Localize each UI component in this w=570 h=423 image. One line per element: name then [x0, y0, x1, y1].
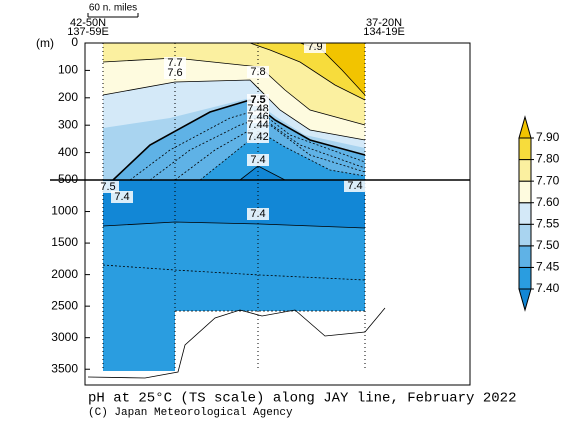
station-label: 137-59E [67, 26, 109, 38]
colorbar-segment [518, 288, 532, 312]
colorbar-segment [518, 266, 532, 290]
contour-label-bg [97, 181, 119, 193]
contour-label-bg [111, 191, 133, 203]
y-tick-label: 2000 [51, 267, 78, 281]
y-tick-label: 500 [58, 172, 78, 186]
station-label: 37-20N [366, 17, 402, 29]
bottom-topography [87, 307, 386, 379]
contour-label-bg [247, 208, 269, 220]
contour-label-bg [247, 131, 269, 143]
contour-label-bg [344, 180, 366, 192]
y-tick-label: 200 [58, 90, 78, 104]
contour-line [199, 131, 366, 181]
contour-label: 7.4 [250, 208, 265, 220]
contour-label: 7.4 [250, 154, 265, 166]
contour-label-bg [247, 119, 269, 131]
scale-label: 60 n. miles [89, 3, 137, 14]
contour-region [103, 180, 365, 228]
contour-label: 7.44 [247, 119, 268, 131]
contour-label: 7.4 [347, 180, 362, 192]
colorbar-segment [518, 115, 532, 139]
contour-region [103, 180, 365, 371]
y-tick-label: 3500 [51, 361, 78, 375]
y-axis-label: (m) [36, 36, 54, 50]
colorbar-segment [518, 137, 532, 161]
contour-line [102, 57, 366, 126]
contour-label-bg [164, 67, 186, 79]
y-tick-label: 400 [58, 145, 78, 159]
plot-area: 7.97.77.6 7.87.57.487.467.447.427.47.47.5… [87, 41, 386, 379]
colorbar-segment [518, 245, 532, 268]
colorbar-segment [518, 159, 532, 182]
contour-label: 7.7 [167, 57, 182, 69]
y-tick-label: 0 [71, 35, 78, 49]
contour-region [300, 43, 365, 95]
y-tick-label: 1000 [51, 204, 78, 218]
y-tick-label: 100 [58, 63, 78, 77]
colorbar-segment [518, 202, 532, 225]
contour-label: 7.4 [114, 191, 129, 203]
station-label: 42-50N [70, 17, 106, 29]
station-label: 134-19E [363, 26, 405, 38]
colorbar-label: 7.70 [536, 173, 560, 187]
contour-label-bg [247, 66, 269, 78]
contour-region [240, 166, 285, 180]
colorbar-label: 7.80 [536, 152, 560, 166]
y-tick-label: 1500 [51, 235, 78, 249]
y-tick-label: 300 [58, 117, 78, 131]
colorbar-segment [518, 180, 532, 204]
colorbar-label: 7.50 [536, 238, 560, 252]
contour-line [129, 109, 366, 181]
contour-label-bg [247, 154, 269, 166]
contour-region [200, 132, 365, 180]
contour-label-bg [164, 57, 186, 69]
colorbar-label: 7.40 [536, 281, 560, 295]
y-tick-label: 3000 [51, 330, 78, 344]
credit: (C) Japan Meteorological Agency [88, 407, 293, 419]
chart-title: pH at 25°C (TS scale) along JAY line, Fe… [88, 391, 516, 407]
contour-line [102, 221, 366, 229]
colorbar-label: 7.60 [536, 195, 560, 209]
contour-label-bg [304, 41, 326, 53]
contour-label: 7.6 [167, 67, 182, 79]
contour-label: 7.8 [250, 66, 265, 78]
y-tick-label: 2500 [51, 298, 78, 312]
contour-label: 7.5 [100, 181, 115, 193]
colorbar-label: 7.45 [536, 260, 560, 274]
contour-label: 7.42 [247, 131, 268, 143]
colorbar-label: 7.90 [536, 130, 560, 144]
contour-label: 7.9 [307, 41, 322, 53]
contour-line [102, 264, 366, 281]
contour-line [249, 42, 366, 101]
colorbar-segment [518, 223, 532, 247]
colorbar-label: 7.55 [536, 216, 560, 230]
contour-label: 7.5 [250, 94, 265, 106]
axes-frame [84, 42, 471, 386]
